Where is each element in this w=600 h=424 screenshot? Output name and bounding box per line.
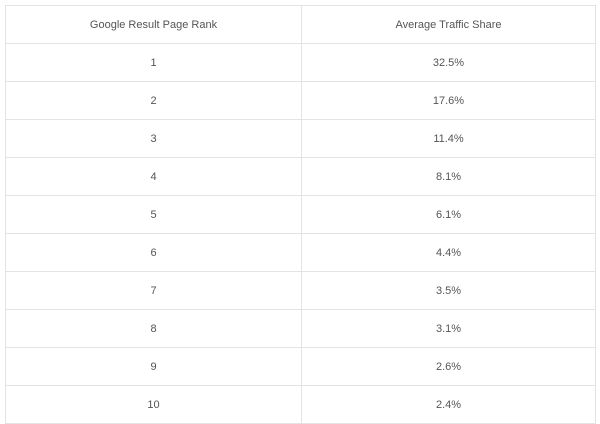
traffic-share-cell: 2.6% bbox=[301, 347, 596, 386]
traffic-share-table: Google Result Page Rank Average Traffic … bbox=[5, 5, 596, 424]
traffic-share-cell: 3.1% bbox=[301, 309, 596, 348]
table-body: 1 32.5% 2 17.6% 3 11.4% 4 8.1% 5 6.1% 6 4.4% 7 3.5% 8 3… bbox=[5, 43, 596, 424]
header-row: Google Result Page Rank Average Traffic … bbox=[5, 5, 596, 44]
rank-cell: 2 bbox=[5, 81, 302, 120]
rank-cell: 10 bbox=[5, 385, 302, 424]
table-row: 4 8.1% bbox=[5, 157, 596, 196]
column-header-rank: Google Result Page Rank bbox=[5, 5, 302, 44]
rank-cell: 6 bbox=[5, 233, 302, 272]
rank-cell: 5 bbox=[5, 195, 302, 234]
rank-cell: 9 bbox=[5, 347, 302, 386]
traffic-share-cell: 17.6% bbox=[301, 81, 596, 120]
rank-cell: 1 bbox=[5, 43, 302, 82]
table-row: 2 17.6% bbox=[5, 81, 596, 120]
traffic-share-cell: 32.5% bbox=[301, 43, 596, 82]
traffic-share-cell: 2.4% bbox=[301, 385, 596, 424]
traffic-share-table-container: Google Result Page Rank Average Traffic … bbox=[5, 5, 596, 424]
rank-cell: 4 bbox=[5, 157, 302, 196]
column-header-traffic-share: Average Traffic Share bbox=[301, 5, 596, 44]
table-row: 10 2.4% bbox=[5, 385, 596, 424]
traffic-share-cell: 6.1% bbox=[301, 195, 596, 234]
table-row: 3 11.4% bbox=[5, 119, 596, 158]
table-row: 7 3.5% bbox=[5, 271, 596, 310]
table-header: Google Result Page Rank Average Traffic … bbox=[5, 5, 596, 44]
table-row: 1 32.5% bbox=[5, 43, 596, 82]
table-row: 9 2.6% bbox=[5, 347, 596, 386]
traffic-share-cell: 8.1% bbox=[301, 157, 596, 196]
table-row: 6 4.4% bbox=[5, 233, 596, 272]
rank-cell: 7 bbox=[5, 271, 302, 310]
rank-cell: 3 bbox=[5, 119, 302, 158]
traffic-share-cell: 3.5% bbox=[301, 271, 596, 310]
traffic-share-cell: 4.4% bbox=[301, 233, 596, 272]
table-row: 5 6.1% bbox=[5, 195, 596, 234]
traffic-share-cell: 11.4% bbox=[301, 119, 596, 158]
rank-cell: 8 bbox=[5, 309, 302, 348]
table-row: 8 3.1% bbox=[5, 309, 596, 348]
